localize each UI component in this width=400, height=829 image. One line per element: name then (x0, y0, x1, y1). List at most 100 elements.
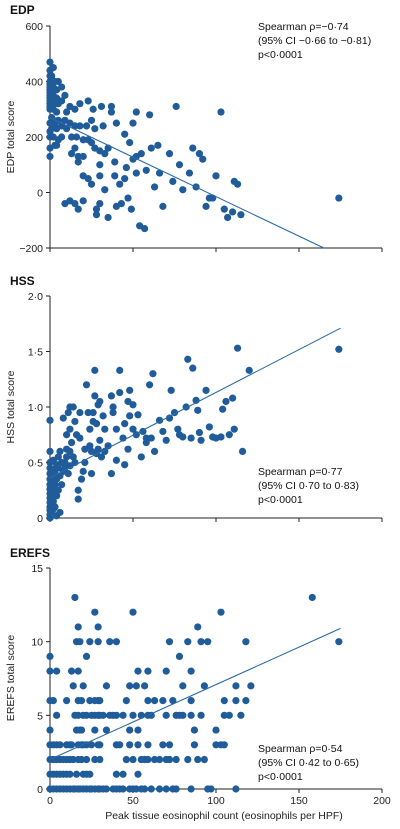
erefs-data-point (67, 667, 76, 675)
edp-data-point (71, 144, 79, 152)
hss-data-point (66, 425, 74, 433)
edp-data-point (172, 102, 180, 111)
hss-data-point (64, 408, 72, 417)
erefs-data-point (82, 755, 91, 764)
hss-y-tick-label: 0 (37, 513, 43, 525)
hss-data-point (124, 445, 132, 453)
hss-data-point (99, 412, 107, 420)
erefs-data-point (96, 697, 104, 705)
hss-data-point (87, 470, 96, 478)
erefs-data-point (86, 638, 94, 646)
edp-data-point (132, 108, 140, 116)
hss-data-point (101, 425, 109, 433)
hss-data-point (129, 401, 137, 409)
erefs-data-point (217, 608, 225, 616)
hss-data-point (225, 431, 233, 439)
edp-data-point (72, 133, 81, 141)
hss-data-point (174, 425, 182, 433)
edp-spearman-annotation: p<0·0001 (258, 49, 303, 61)
hss-data-point (147, 434, 155, 442)
hss-data-point (109, 403, 117, 411)
hss-data-point (137, 453, 145, 461)
hss-data-point (74, 495, 82, 503)
erefs-data-point (232, 682, 240, 690)
erefs-data-point (162, 667, 170, 675)
erefs-data-point (197, 638, 205, 646)
edp-data-point (220, 205, 228, 213)
erefs-data-point (150, 697, 159, 705)
hss-data-point (82, 381, 91, 389)
hss-data-point (74, 486, 82, 494)
edp-data-point (79, 136, 87, 144)
erefs-data-point (91, 608, 99, 616)
erefs-data-point (46, 726, 54, 734)
erefs-data-point (86, 770, 94, 778)
edp-data-point (46, 152, 54, 161)
edp-data-point (165, 150, 174, 158)
hss-data-point (187, 434, 195, 442)
hss-data-point (58, 481, 66, 489)
edp-data-point (67, 133, 76, 141)
edp-data-point (92, 211, 101, 219)
erefs-data-point (190, 741, 199, 749)
hss-data-point (63, 453, 71, 461)
erefs-spearman-annotation: Spearman ρ=0·54 (258, 743, 343, 755)
hss-data-point (121, 420, 129, 428)
erefs-x-axis-label: Peak tissue eosinophil count (eosinophil… (105, 810, 343, 822)
edp-data-point (79, 152, 87, 161)
edp-data-point (74, 152, 82, 161)
erefs-data-point (308, 593, 316, 602)
hss-data-point (230, 425, 238, 433)
erefs-data-point (126, 726, 134, 734)
hss-data-point (112, 425, 120, 433)
erefs-data-point (53, 667, 61, 675)
hss-data-point (53, 492, 61, 500)
erefs-x-tick-label: 150 (290, 795, 308, 807)
erefs-data-point (119, 711, 127, 719)
erefs-data-point (179, 711, 187, 719)
hss-data-point (69, 453, 77, 461)
erefs-panel-title: EREFS (10, 546, 50, 560)
hss-data-point (66, 447, 74, 455)
edp-data-point (189, 144, 197, 152)
hss-data-point (107, 392, 116, 400)
erefs-data-point (200, 755, 208, 764)
edp-data-point (169, 177, 177, 185)
hss-spearman-annotation: Spearman ρ=0·77 (258, 466, 343, 478)
erefs-data-point (179, 682, 187, 690)
erefs-data-point (144, 697, 152, 705)
erefs-data-point (232, 785, 240, 793)
edp-data-point (127, 205, 135, 213)
hss-data-point (189, 364, 197, 372)
edp-data-point (48, 72, 56, 80)
hss-data-point (167, 386, 175, 394)
erefs-data-point (102, 785, 111, 793)
hss-data-point (109, 408, 117, 417)
edp-data-point (58, 83, 66, 91)
hss-data-point (49, 497, 57, 505)
hss-data-point (89, 408, 97, 417)
hss-y-tick-label: 0·5 (28, 458, 43, 470)
edp-data-point (79, 197, 87, 205)
erefs-data-point (141, 785, 149, 793)
edp-data-point (199, 155, 207, 163)
edp-data-point (96, 200, 104, 208)
erefs-data-point (56, 741, 64, 749)
edp-data-point (154, 141, 162, 149)
erefs-data-point (46, 667, 54, 675)
hss-data-point (116, 388, 124, 397)
edp-data-point (132, 169, 140, 177)
edp-data-point (126, 138, 134, 147)
erefs-data-point (220, 697, 228, 705)
hss-data-point (96, 397, 104, 406)
erefs-data-point (212, 726, 220, 734)
erefs-data-point (122, 697, 130, 705)
erefs-data-point (76, 638, 84, 646)
edp-data-point (122, 163, 130, 172)
erefs-data-point (207, 785, 215, 793)
edp-data-point (89, 105, 97, 113)
erefs-x-tick-label: 100 (207, 795, 225, 807)
hss-data-point (71, 417, 79, 426)
erefs-data-point (141, 682, 149, 690)
edp-data-point (87, 138, 96, 147)
